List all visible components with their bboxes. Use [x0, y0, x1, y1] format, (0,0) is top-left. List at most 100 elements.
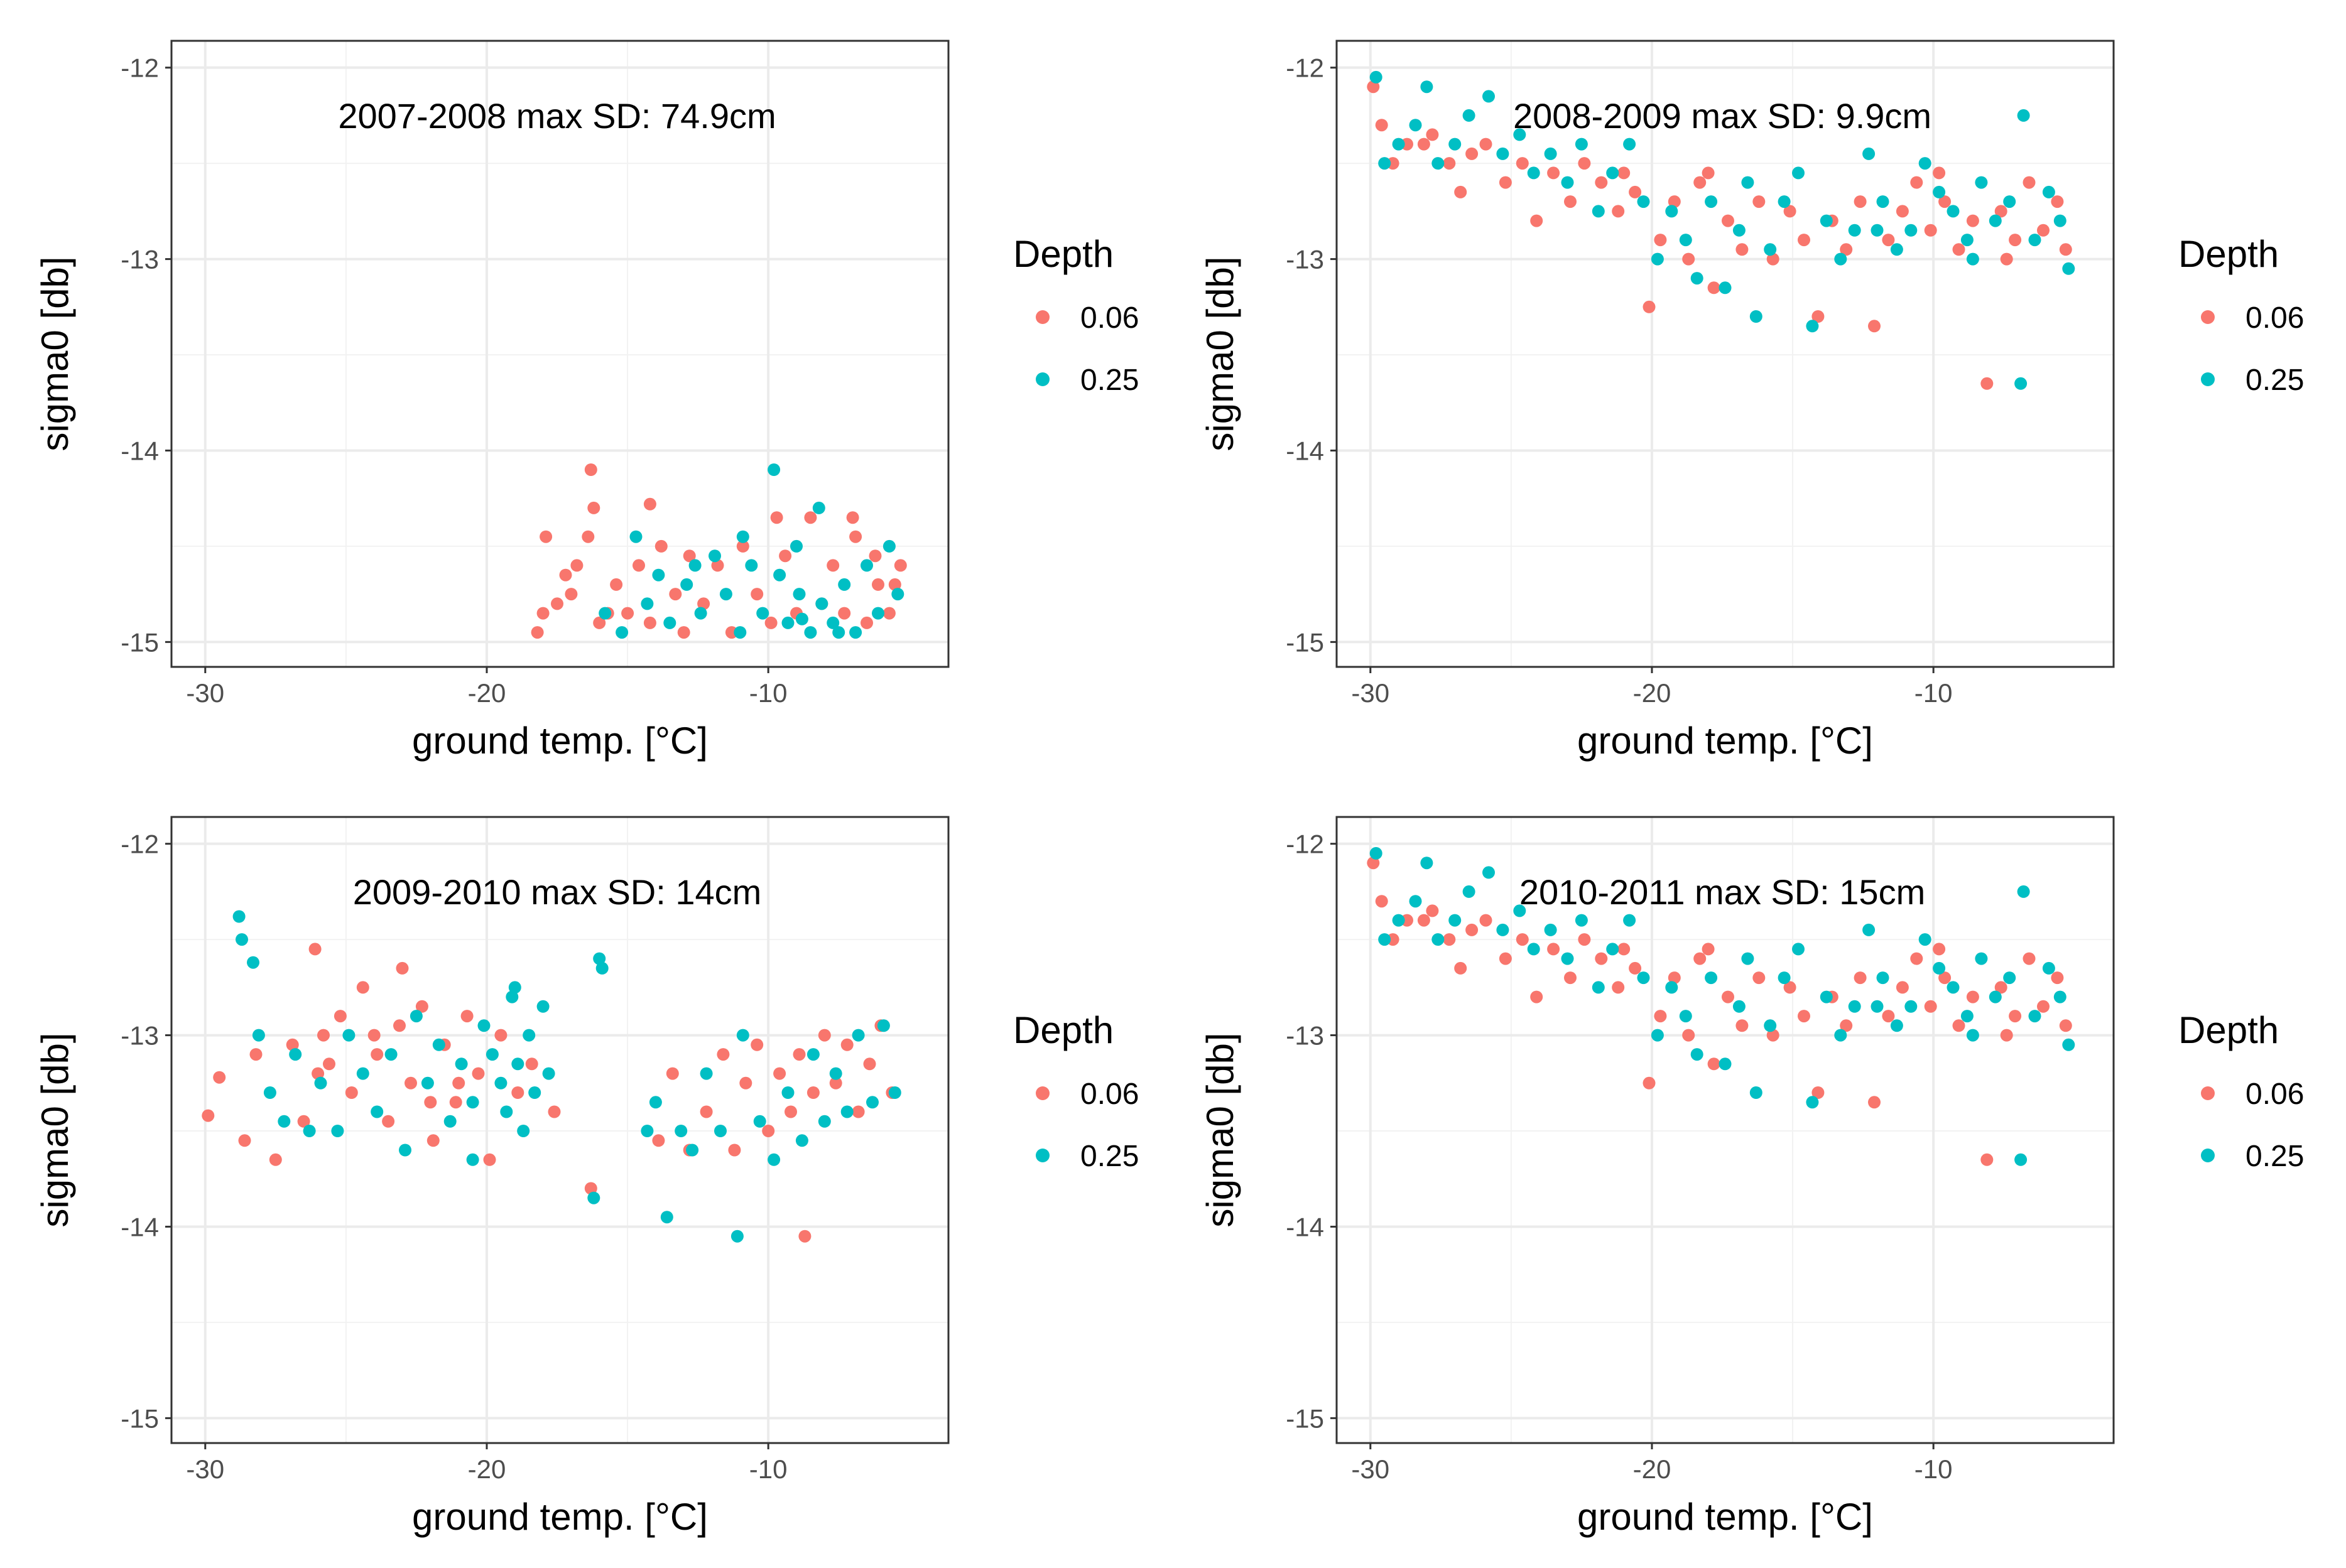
data-point-0.06 [1722, 214, 1734, 227]
data-point-0.06 [1966, 214, 1979, 227]
data-point-0.06 [736, 539, 749, 553]
data-point-0.25 [719, 588, 732, 601]
data-point-0.06 [396, 961, 409, 975]
data-point-0.25 [236, 933, 248, 946]
legend-label: 0.25 [2246, 1140, 2304, 1173]
data-point-0.25 [1890, 243, 1903, 256]
data-point-0.25 [629, 530, 643, 543]
data-point-0.06 [551, 597, 563, 610]
data-point-0.25 [331, 1125, 344, 1137]
x-axis-title: ground temp. [°C] [1577, 720, 1873, 762]
data-point-0.25 [781, 1086, 795, 1099]
data-point-0.06 [1375, 119, 1388, 132]
data-point-0.25 [2053, 214, 2066, 227]
data-point-0.06 [654, 539, 668, 553]
y-tick-label: -15 [1286, 627, 1324, 657]
data-point-0.25 [1834, 252, 1847, 266]
legend-title: Depth [2178, 1009, 2279, 1051]
data-point-0.06 [2059, 243, 2072, 256]
data-point-0.06 [1367, 80, 1380, 94]
data-point-0.25 [342, 1029, 356, 1042]
data-point-0.06 [536, 607, 550, 620]
data-point-0.25 [1792, 166, 1805, 180]
data-point-0.06 [666, 1067, 679, 1080]
data-point-0.25 [680, 578, 693, 591]
data-point-0.06 [652, 1134, 665, 1147]
data-point-0.06 [1530, 214, 1543, 227]
data-point-0.06 [1752, 971, 1766, 985]
data-point-0.25 [1544, 923, 1557, 936]
panel-border [1335, 816, 2115, 1444]
data-point-0.25 [1690, 1048, 1703, 1061]
data-point-0.06 [1798, 234, 1810, 247]
data-point-0.06 [393, 1019, 406, 1032]
y-tick-label: -14 [1286, 1212, 1324, 1241]
data-point-0.25 [1513, 128, 1526, 141]
data-point-0.25 [1778, 195, 1791, 208]
data-point-0.25 [466, 1153, 479, 1166]
data-point-0.25 [1409, 895, 1422, 908]
data-point-0.25 [812, 501, 825, 514]
data-point-0.25 [1732, 1000, 1746, 1013]
data-point-0.06 [1643, 300, 1656, 313]
data-point-0.25 [1871, 1000, 1884, 1013]
data-point-0.25 [536, 1000, 550, 1013]
panel-annotation: 2009-2010 max SD: 14cm [353, 872, 762, 912]
data-point-0.25 [356, 1067, 369, 1080]
data-point-0.06 [582, 530, 595, 543]
data-point-0.06 [677, 626, 690, 639]
data-point-0.06 [1882, 1010, 1895, 1023]
data-point-0.25 [806, 1048, 820, 1061]
data-point-0.06 [1654, 234, 1667, 247]
data-point-0.25 [1623, 914, 1636, 927]
data-point-0.25 [795, 612, 808, 625]
data-point-0.25 [1592, 981, 1605, 994]
data-point-0.06 [1966, 990, 1979, 1003]
data-point-0.25 [2017, 109, 2030, 122]
panel-border [1335, 40, 2115, 668]
y-tick-label: -14 [121, 436, 159, 465]
data-point-0.25 [1561, 176, 1574, 189]
data-point-0.06 [806, 1086, 820, 1099]
data-point-0.06 [540, 530, 553, 543]
data-point-0.06 [785, 1105, 797, 1118]
data-point-0.06 [297, 1115, 310, 1128]
panel-border [170, 816, 950, 1444]
data-point-0.06 [238, 1134, 251, 1147]
data-point-0.25 [2017, 885, 2030, 898]
data-point-0.06 [1578, 933, 1591, 946]
data-point-0.25 [1462, 885, 1475, 898]
data-point-0.25 [1378, 157, 1391, 170]
data-point-0.06 [1629, 185, 1642, 198]
panel-annotation: 2007-2008 max SD: 74.9cm [338, 96, 776, 136]
data-point-0.06 [1707, 281, 1720, 295]
data-point-0.25 [1975, 176, 1988, 189]
y-tick-label: -13 [1286, 245, 1324, 274]
data-point-0.06 [1896, 981, 1909, 994]
legend-key-0.25 [2201, 1149, 2215, 1162]
data-point-0.06 [1910, 176, 1923, 189]
legend-key-0.06 [2201, 310, 2215, 324]
panel-3: -30 -20 -10 -15 -14 -13 -12 ground temp. [°C] si… [34, 816, 1139, 1538]
data-point-0.06 [1643, 1076, 1656, 1089]
x-axis-title: ground temp. [°C] [1577, 1496, 1873, 1538]
panel-annotation: 2010-2011 max SD: 15cm [1519, 872, 1925, 912]
data-point-0.06 [269, 1153, 282, 1166]
data-point-0.25 [1764, 1019, 1777, 1032]
data-point-0.06 [1668, 195, 1681, 208]
data-point-0.06 [1629, 961, 1642, 975]
data-point-0.06 [869, 549, 882, 563]
panel-4: -30 -20 -10 -15 -14 -13 -12 ground temp. [°C] si… [1199, 816, 2304, 1538]
data-point-0.06 [1854, 195, 1867, 208]
data-point-0.06 [1910, 952, 1923, 965]
data-point-0.06 [770, 511, 783, 524]
data-point-0.25 [1966, 1029, 1979, 1042]
data-point-0.06 [472, 1067, 485, 1080]
data-point-0.06 [1924, 224, 1937, 237]
data-point-0.25 [1960, 234, 1974, 247]
data-point-0.25 [1679, 1010, 1692, 1023]
x-tick-label: -10 [749, 1454, 788, 1484]
data-point-0.06 [1595, 176, 1608, 189]
data-point-0.25 [1448, 138, 1462, 151]
x-axis-title: ground temp. [°C] [412, 1496, 708, 1538]
